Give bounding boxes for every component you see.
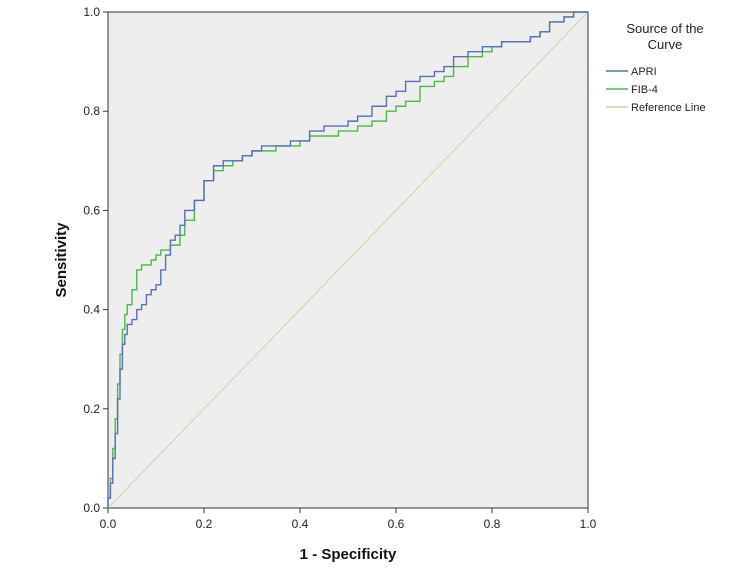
legend-label-fib-4: FIB-4: [631, 84, 658, 96]
legend: Source of the Curve APRI FIB-4 Reference…: [606, 21, 706, 114]
series-line-reference-line: [107, 11, 589, 509]
x-tick-label: 0.6: [388, 517, 405, 531]
legend-title-line-1: Source of the: [626, 21, 703, 36]
y-tick-label: 0.6: [83, 203, 100, 217]
legend-label-reference-line: Reference Line: [631, 102, 706, 114]
y-tick-label: 0.8: [83, 104, 100, 118]
series-layer: [107, 11, 589, 509]
legend-title-line-2: Curve: [648, 37, 683, 52]
y-tick-label: 0.4: [83, 303, 100, 317]
y-tick-label: 0.2: [83, 402, 100, 416]
series-line-apri: [107, 11, 588, 508]
x-tick-label: 1.0: [580, 517, 597, 531]
x-tick-label: 0.2: [196, 517, 213, 531]
x-tick-label: 0.4: [292, 517, 309, 531]
y-tick-label: 1.0: [83, 5, 100, 19]
y-tick-label: 0.0: [83, 501, 100, 515]
x-axis-title: 1 - Specificity: [300, 546, 397, 563]
y-axis-title: Sensitivity: [53, 222, 70, 298]
x-tick-label: 0.8: [484, 517, 501, 531]
x-tick-label: 0.0: [100, 517, 117, 531]
axis-ticks: 0.0 0.2 0.4 0.6 0.8 1.0 0.0 0.2 0.4 0.6 0.8 1.0: [83, 5, 596, 531]
legend-label-apri: APRI: [631, 66, 657, 78]
